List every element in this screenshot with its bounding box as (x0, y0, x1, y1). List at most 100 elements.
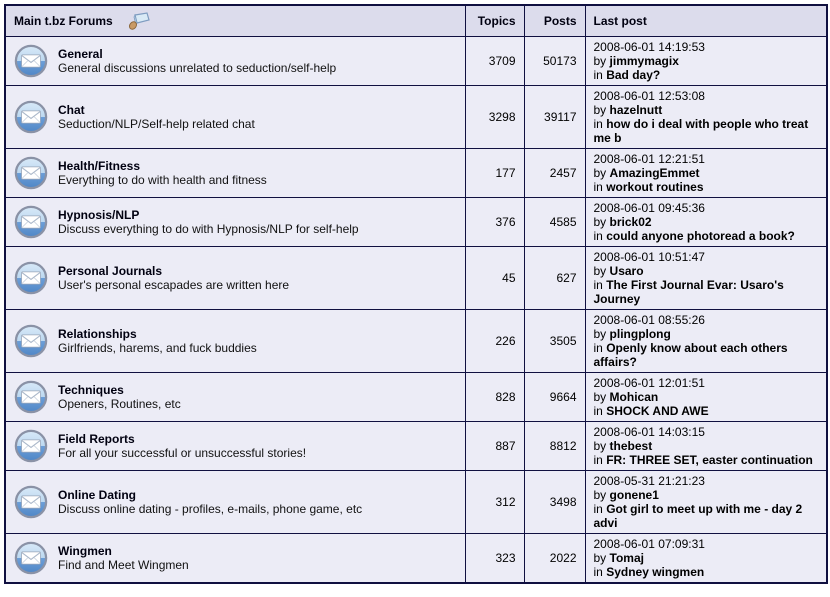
by-label: by (593, 166, 607, 180)
last-post-author-link[interactable]: thebest (609, 439, 653, 453)
forum-cell: Relationships Girlfriends, harems, and f… (4, 309, 466, 373)
last-post-cell: 2008-06-01 09:45:36 by brick02 in could … (584, 197, 828, 247)
last-post-datetime: 2008-06-01 08:55:26 (593, 313, 705, 327)
last-post-topic-link[interactable]: how do i deal with people who treat me b (593, 117, 809, 145)
forum-row: Hypnosis/NLP Discuss everything to do wi… (4, 197, 828, 247)
last-post-topic-link[interactable]: FR: THREE SET, easter continuation (606, 453, 813, 467)
topics-count-cell: 312 (464, 470, 525, 534)
posts-count-cell: 627 (523, 246, 586, 310)
forum-name-link[interactable]: Techniques (58, 383, 124, 397)
magnifier-icon[interactable] (127, 11, 150, 31)
in-label: in (593, 565, 603, 579)
topics-count-cell: 3709 (464, 36, 525, 86)
in-label: in (593, 229, 603, 243)
forum-name-link[interactable]: Field Reports (58, 432, 135, 446)
forum-description: Girlfriends, harems, and fuck buddies (58, 341, 257, 355)
forum-description: User's personal escapades are written he… (58, 278, 290, 292)
forum-description: General discussions unrelated to seducti… (58, 61, 337, 75)
last-post-datetime: 2008-06-01 07:09:31 (593, 537, 705, 551)
forum-table: Main t.bz Forums Topics Posts Last post (4, 4, 828, 584)
by-label: by (593, 439, 607, 453)
posts-column-header: Posts (523, 4, 586, 37)
last-post-author-link[interactable]: Mohican (609, 390, 659, 404)
forum-name-link[interactable]: Online Dating (58, 488, 136, 502)
forum-cell: Chat Seduction/NLP/Self-help related cha… (4, 85, 466, 149)
topics-count-cell: 887 (464, 421, 525, 471)
category-header-cell: Main t.bz Forums (4, 4, 466, 37)
last-post-author-link[interactable]: hazelnutt (609, 103, 663, 117)
by-label: by (593, 54, 607, 68)
posts-count-cell: 50173 (523, 36, 586, 86)
envelope-circle-icon (14, 261, 48, 295)
envelope-circle-icon (14, 380, 48, 414)
envelope-circle-icon (14, 156, 48, 190)
topics-count-cell: 323 (464, 533, 525, 584)
in-label: in (593, 453, 603, 467)
forum-description: Everything to do with health and fitness (58, 173, 267, 187)
envelope-circle-icon (14, 324, 48, 358)
envelope-circle-icon (14, 44, 48, 78)
forum-name-link[interactable]: Chat (58, 103, 85, 117)
topics-count-cell: 177 (464, 148, 525, 198)
forum-row: Health/Fitness Everything to do with hea… (4, 148, 828, 198)
envelope-circle-icon (14, 100, 48, 134)
last-post-author-link[interactable]: brick02 (609, 215, 652, 229)
posts-count-cell: 3498 (523, 470, 586, 534)
forum-name-link[interactable]: Hypnosis/NLP (58, 208, 140, 222)
last-post-datetime: 2008-05-31 21:21:23 (593, 474, 705, 488)
last-post-author-link[interactable]: Usaro (609, 264, 644, 278)
posts-count-cell: 2022 (523, 533, 586, 584)
forum-row: Chat Seduction/NLP/Self-help related cha… (4, 85, 828, 149)
forum-cell: Field Reports For all your successful or… (4, 421, 466, 471)
last-post-author-link[interactable]: jimmymagix (609, 54, 679, 68)
forum-name-link[interactable]: Personal Journals (58, 264, 163, 278)
last-post-topic-link[interactable]: The First Journal Evar: Usaro's Journey (593, 278, 784, 306)
forum-description: Find and Meet Wingmen (58, 558, 189, 572)
posts-count-cell: 39117 (523, 85, 586, 149)
last-post-topic-link[interactable]: workout routines (606, 180, 704, 194)
topics-count-cell: 828 (464, 372, 525, 422)
forum-name-link[interactable]: Wingmen (58, 544, 112, 558)
in-label: in (593, 341, 603, 355)
last-post-datetime: 2008-06-01 10:51:47 (593, 250, 705, 264)
last-post-cell: 2008-06-01 12:53:08 by hazelnutt in how … (584, 85, 828, 149)
forum-cell: Hypnosis/NLP Discuss everything to do wi… (4, 197, 466, 247)
forum-name-link[interactable]: Relationships (58, 327, 137, 341)
envelope-circle-icon (14, 205, 48, 239)
envelope-circle-icon (14, 429, 48, 463)
last-post-topic-link[interactable]: could anyone photoread a book? (606, 229, 795, 243)
by-label: by (593, 215, 607, 229)
last-post-column-header: Last post (584, 4, 828, 37)
last-post-author-link[interactable]: gonene1 (609, 488, 659, 502)
last-post-cell: 2008-06-01 12:21:51 by AmazingEmmet in w… (584, 148, 828, 198)
by-label: by (593, 264, 607, 278)
forum-name-link[interactable]: Health/Fitness (58, 159, 141, 173)
last-post-datetime: 2008-06-01 12:21:51 (593, 152, 705, 166)
last-post-topic-link[interactable]: Bad day? (606, 68, 661, 82)
last-post-author-link[interactable]: AmazingEmmet (609, 166, 700, 180)
in-label: in (593, 404, 603, 418)
forum-description: Seduction/NLP/Self-help related chat (58, 117, 255, 131)
last-post-topic-link[interactable]: Openly know about each others affairs? (593, 341, 788, 369)
last-post-topic-link[interactable]: SHOCK AND AWE (606, 404, 709, 418)
last-post-cell: 2008-06-01 10:51:47 by Usaro in The Firs… (584, 246, 828, 310)
last-post-topic-link[interactable]: Sydney wingmen (606, 565, 705, 579)
topics-count-cell: 376 (464, 197, 525, 247)
last-post-author-link[interactable]: plingplong (609, 327, 671, 341)
last-post-datetime: 2008-06-01 14:19:53 (593, 40, 705, 54)
in-label: in (593, 117, 603, 131)
last-post-datetime: 2008-06-01 09:45:36 (593, 201, 705, 215)
in-label: in (593, 68, 603, 82)
forum-row: Wingmen Find and Meet Wingmen 323 2022 2… (4, 533, 828, 584)
topics-count-cell: 226 (464, 309, 525, 373)
forum-row: Techniques Openers, Routines, etc 828 96… (4, 372, 828, 422)
forum-description: Discuss online dating - profiles, e-mail… (58, 502, 363, 516)
last-post-author-link[interactable]: Tomaj (609, 551, 644, 565)
category-title: Main t.bz Forums (14, 14, 113, 28)
in-label: in (593, 180, 603, 194)
forum-row: General General discussions unrelated to… (4, 36, 828, 86)
last-post-topic-link[interactable]: Got girl to meet up with me - day 2 advi (593, 502, 803, 530)
forum-name-link[interactable]: General (58, 47, 103, 61)
forum-cell: Personal Journals User's personal escapa… (4, 246, 466, 310)
